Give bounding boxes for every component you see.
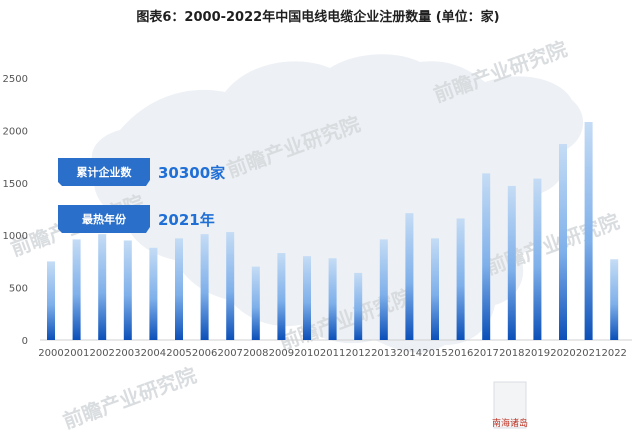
- bar: [328, 258, 337, 340]
- bar: [610, 259, 619, 340]
- y-tick-label: 1500: [3, 179, 28, 190]
- x-tick-label: 2009: [269, 348, 294, 359]
- bar: [354, 272, 363, 340]
- bar-series: [47, 122, 619, 341]
- x-tick-label: 2014: [397, 348, 422, 359]
- map-inset-label: 南海诸岛: [492, 417, 528, 429]
- x-tick-label: 2004: [141, 348, 166, 359]
- x-tick-label: 2019: [525, 348, 550, 359]
- bar: [226, 232, 235, 340]
- x-tick-label: 2003: [115, 348, 140, 359]
- x-tick-label: 2010: [294, 348, 319, 359]
- bar: [47, 261, 55, 340]
- bar: [584, 122, 593, 341]
- x-tick-label: 2017: [473, 348, 498, 359]
- bar: [482, 173, 491, 340]
- callout-total-label: 累计企业数: [77, 165, 133, 179]
- x-tick-label: 2000: [38, 348, 63, 359]
- x-tick-label: 2006: [192, 348, 217, 359]
- bar: [200, 234, 209, 340]
- bar: [277, 253, 286, 340]
- x-tick-label: 2008: [243, 348, 268, 359]
- y-tick-label: 0: [22, 336, 28, 347]
- bar: [149, 247, 158, 340]
- callout-total: 累计企业数 30300家: [58, 158, 225, 186]
- x-tick-label: 2018: [499, 348, 524, 359]
- callout-hottest-label: 最热年份: [82, 212, 127, 226]
- bar: [507, 185, 516, 340]
- bar: [405, 213, 414, 340]
- x-tick-label: 2020: [550, 348, 575, 359]
- y-tick-label: 2000: [3, 126, 28, 137]
- bar: [559, 144, 567, 340]
- bar: [175, 238, 183, 340]
- bar: [379, 239, 388, 340]
- bar: [251, 266, 260, 340]
- callout-hottest-badge: [58, 205, 150, 233]
- map-inset-box: [493, 381, 527, 429]
- x-tick-label: 2002: [89, 348, 114, 359]
- x-tick-label: 2011: [320, 348, 345, 359]
- chart-title: 图表6：2000-2022年中国电线电缆企业注册数量 (单位：家): [136, 10, 500, 25]
- x-tick-label: 2001: [64, 348, 89, 359]
- bar: [456, 218, 465, 340]
- x-axis: 2000 2001 2002 2003 2004 2005 2006 2007 2008 2009…: [38, 348, 627, 359]
- x-tick-label: 2015: [422, 348, 447, 359]
- x-tick-label: 2005: [166, 348, 191, 359]
- x-tick-label: 2021: [576, 348, 601, 359]
- callout-hottest-value: 2021年: [158, 211, 215, 229]
- bar: [123, 240, 132, 340]
- y-tick-label: 500: [9, 284, 28, 295]
- callout-hottest-year: 最热年份 2021年: [58, 205, 215, 233]
- bar: [72, 239, 81, 340]
- y-tick-label: 2500: [3, 74, 28, 85]
- bar: [303, 256, 311, 340]
- y-tick-label: 1000: [3, 231, 28, 242]
- x-tick-label: 2013: [371, 348, 396, 359]
- x-tick-label: 2022: [601, 348, 626, 359]
- x-tick-label: 2016: [448, 348, 473, 359]
- bar: [98, 234, 107, 340]
- watermark-text: 前瞻产业研究院: [60, 363, 200, 433]
- callout-total-value: 30300家: [158, 164, 225, 182]
- bar: [533, 178, 542, 340]
- x-tick-label: 2012: [345, 348, 370, 359]
- y-axis: 0 500 1000 1500 2000 2500: [3, 74, 28, 347]
- bar: [431, 238, 439, 340]
- callout-total-badge: [58, 158, 150, 186]
- x-tick-label: 2007: [217, 348, 242, 359]
